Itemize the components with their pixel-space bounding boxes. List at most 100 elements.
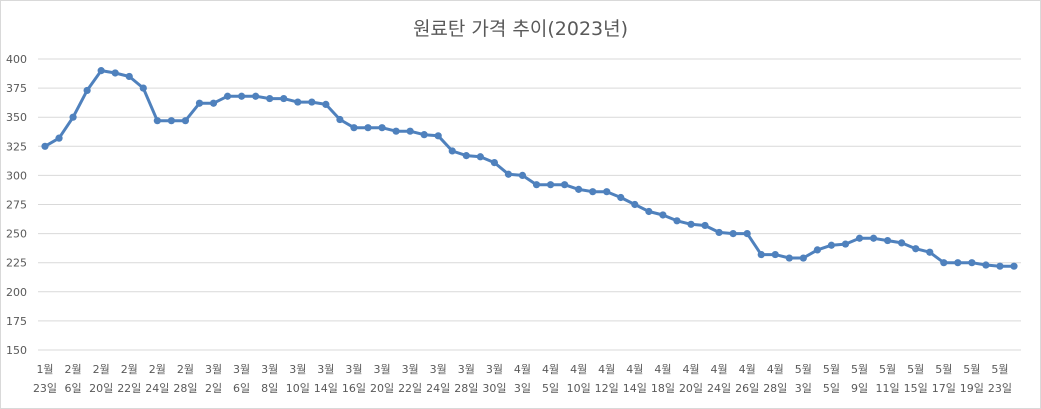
chart-title: 원료탄 가격 추이(2023년) xyxy=(412,18,629,40)
x-tick-label-month: 4월 xyxy=(514,363,531,376)
data-point xyxy=(940,259,948,267)
data-point xyxy=(420,131,428,139)
y-tick-label: 250 xyxy=(6,228,27,241)
data-point xyxy=(912,245,920,253)
data-point xyxy=(869,234,878,242)
x-tick-label-month: 4월 xyxy=(626,363,643,376)
x-tick-label-day: 5일 xyxy=(542,381,559,395)
x-tick-label-day: 16일 xyxy=(342,381,366,395)
x-tick-label-day: 20일 xyxy=(370,381,394,395)
data-point xyxy=(462,152,470,160)
x-tick-label-day: 24일 xyxy=(707,381,731,395)
series-line xyxy=(44,69,1014,268)
data-point xyxy=(659,211,667,219)
data-point xyxy=(827,241,836,249)
data-point xyxy=(996,262,1004,270)
y-tick-label: 200 xyxy=(6,286,27,299)
data-point xyxy=(139,84,147,92)
data-point xyxy=(532,181,541,189)
data-point xyxy=(982,261,990,269)
data-point xyxy=(434,132,442,140)
x-tick-label-month: 5월 xyxy=(963,363,980,376)
x-tick-label-day: 11일 xyxy=(876,381,900,395)
data-point xyxy=(238,92,246,100)
data-point xyxy=(561,181,569,189)
data-point xyxy=(280,94,288,103)
data-point xyxy=(392,127,400,135)
x-tick-label-month: 4월 xyxy=(739,363,756,376)
data-point xyxy=(294,98,302,106)
x-tick-label-month: 5월 xyxy=(907,363,924,376)
data-point xyxy=(350,124,358,132)
data-point xyxy=(209,99,218,107)
x-tick-label-month: 5월 xyxy=(879,363,896,376)
y-tick-label: 150 xyxy=(6,344,27,357)
x-tick-label-day: 30일 xyxy=(482,381,506,395)
data-point xyxy=(841,240,850,248)
data-point xyxy=(223,92,232,100)
x-tick-label-day: 19일 xyxy=(960,381,984,395)
x-tick-label-month: 2월 xyxy=(149,363,166,376)
x-tick-label-day: 23일 xyxy=(988,381,1012,395)
x-tick-label-month: 2월 xyxy=(65,363,82,376)
data-point xyxy=(954,259,962,267)
data-point xyxy=(898,239,906,247)
data-point xyxy=(195,99,204,107)
x-tick-label-month: 5월 xyxy=(991,363,1008,376)
data-point xyxy=(603,188,611,196)
data-point xyxy=(715,228,723,237)
x-tick-label-month: 3월 xyxy=(261,363,278,376)
x-tick-label-month: 5월 xyxy=(795,363,812,376)
x-tick-label-month: 4월 xyxy=(767,363,784,376)
data-point xyxy=(97,67,105,75)
y-tick-label: 175 xyxy=(6,315,27,328)
x-tick-label-day: 10일 xyxy=(567,381,591,395)
data-point xyxy=(406,127,414,135)
x-tick-label-day: 6일 xyxy=(65,381,82,395)
data-point xyxy=(771,250,779,259)
data-point xyxy=(252,92,260,100)
x-tick-label-month: 4월 xyxy=(598,363,615,376)
data-point xyxy=(785,254,793,262)
data-point xyxy=(926,248,934,256)
y-tick-label: 375 xyxy=(6,82,27,95)
data-point xyxy=(968,259,976,267)
data-point xyxy=(111,69,119,77)
data-point xyxy=(617,193,625,202)
data-point xyxy=(266,94,274,103)
x-tick-label-month: 4월 xyxy=(654,363,671,376)
y-tick-label: 225 xyxy=(6,257,27,270)
data-point xyxy=(884,236,892,245)
x-tick-label-day: 17일 xyxy=(932,381,956,395)
data-point xyxy=(701,221,709,230)
x-tick-label-day: 20일 xyxy=(679,381,703,395)
data-point xyxy=(125,72,133,81)
data-point xyxy=(1010,262,1018,270)
y-tick-label: 325 xyxy=(6,140,27,153)
x-tick-label-month: 1월 xyxy=(36,363,53,376)
x-tick-label-month: 3월 xyxy=(373,363,390,376)
x-tick-label-month: 3월 xyxy=(205,363,222,376)
data-point xyxy=(378,124,386,132)
x-tick-label-month: 4월 xyxy=(570,363,587,376)
data-point xyxy=(167,117,175,125)
x-tick-label-month: 3월 xyxy=(345,363,362,376)
y-tick-label: 400 xyxy=(6,53,27,66)
data-point xyxy=(41,142,49,150)
data-point xyxy=(729,230,737,238)
y-tick-label: 350 xyxy=(6,111,27,124)
x-tick-label-month: 2월 xyxy=(93,363,110,376)
data-point xyxy=(322,100,330,108)
data-point xyxy=(364,124,372,132)
x-tick-label-month: 5월 xyxy=(851,363,868,376)
x-tick-label-day: 2일 xyxy=(205,381,222,395)
x-tick-label-day: 24일 xyxy=(145,381,169,395)
x-tick-label-day: 15일 xyxy=(904,381,928,395)
data-point xyxy=(55,134,63,142)
x-tick-label-day: 28일 xyxy=(173,381,197,395)
data-point xyxy=(181,117,190,125)
data-point xyxy=(153,117,161,125)
x-tick-label-day: 14일 xyxy=(314,381,338,395)
data-point xyxy=(83,86,91,95)
